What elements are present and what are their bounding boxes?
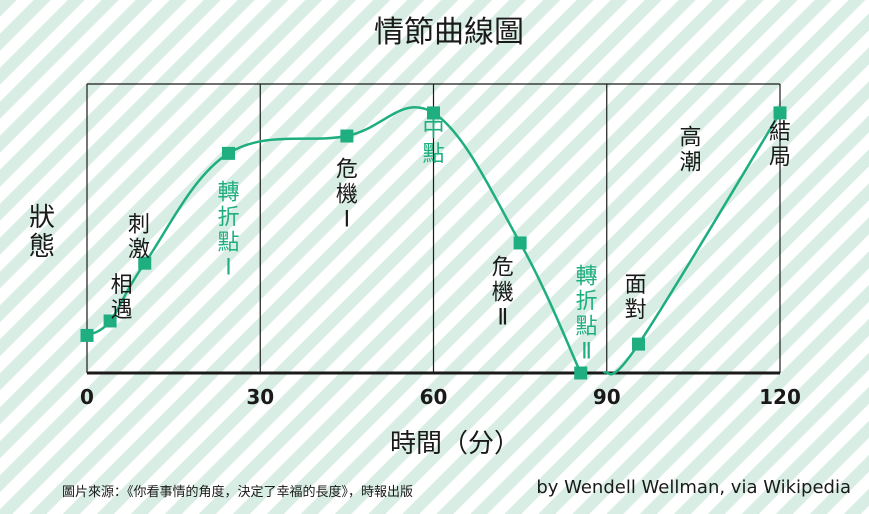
x-tick-label-90: 90 bbox=[593, 385, 621, 409]
data-point-marker bbox=[427, 106, 440, 120]
grid-lines bbox=[86, 84, 781, 373]
annotation-label: 面對 bbox=[625, 273, 647, 323]
annotation-char: 面 bbox=[625, 273, 647, 298]
data-point-marker bbox=[221, 146, 235, 160]
data-point-marker bbox=[574, 366, 588, 380]
annotation-char: 中 bbox=[422, 117, 444, 142]
y-axis-label-char: 狀 bbox=[29, 203, 55, 233]
data-point-marker bbox=[340, 129, 354, 143]
annotation-char: Ⅰ bbox=[225, 256, 232, 281]
annotation-label: 危機Ⅰ bbox=[336, 157, 358, 232]
x-tick-label-30: 30 bbox=[246, 385, 274, 409]
annotation-char: 折 bbox=[217, 206, 239, 231]
data-point-marker bbox=[632, 337, 646, 351]
annotation-char: 機 bbox=[492, 281, 514, 306]
annotation-char: 點 bbox=[576, 314, 598, 339]
image-credit: by Wendell Wellman, via Wikipedia bbox=[536, 477, 851, 498]
data-markers bbox=[80, 106, 787, 380]
annotation-label: 結局 bbox=[769, 120, 791, 170]
x-tick-label-60: 60 bbox=[420, 385, 448, 409]
annotation-char: 轉 bbox=[576, 264, 598, 289]
annotation-label: 高潮 bbox=[679, 126, 701, 176]
annotation-char: 點 bbox=[422, 142, 444, 167]
annotation-char: 對 bbox=[625, 298, 647, 323]
annotation-char: 高 bbox=[679, 126, 701, 151]
x-tick-label-0: 0 bbox=[80, 385, 94, 409]
annotation-char: 折 bbox=[576, 289, 598, 314]
annotation-char: 機 bbox=[336, 182, 358, 207]
image-source-note: 圖片來源：《你看事情的角度，決定了幸福的長度》，時報出版 bbox=[62, 485, 414, 500]
curve-segment-1 bbox=[86, 106, 582, 374]
annotation-char: Ⅱ bbox=[581, 339, 592, 364]
annotation-char: 危 bbox=[336, 157, 358, 182]
annotation-label: 中點 bbox=[422, 117, 444, 167]
annotation-char: 激 bbox=[128, 237, 150, 262]
annotation-char: 刺 bbox=[128, 212, 150, 237]
annotation-char: 轉 bbox=[217, 181, 239, 206]
data-point-marker bbox=[138, 256, 152, 270]
data-point-marker bbox=[80, 328, 94, 342]
curve-segment-2 bbox=[603, 112, 782, 376]
annotation-char: 潮 bbox=[679, 151, 701, 176]
y-axis-label: 狀態 bbox=[29, 203, 55, 262]
data-point-marker bbox=[103, 314, 117, 328]
annotation-char: 遇 bbox=[111, 298, 133, 323]
data-point-marker bbox=[513, 236, 527, 250]
x-tick-label-120: 120 bbox=[759, 385, 801, 409]
data-point-marker bbox=[773, 106, 787, 120]
annotation-char: Ⅰ bbox=[344, 207, 351, 232]
x-axis-label: 時間（分） bbox=[390, 429, 520, 459]
annotation-char: 危 bbox=[492, 256, 514, 281]
chart-title: 情節曲線圖 bbox=[374, 15, 524, 50]
annotation-char: 點 bbox=[217, 231, 239, 256]
annotation-char: 結 bbox=[769, 120, 791, 145]
x-axis-ticks: 0 30 60 90 120 bbox=[80, 385, 801, 409]
annotation-label: 相遇 bbox=[111, 273, 133, 323]
annotation-char: 相 bbox=[111, 273, 133, 298]
annotation-char: 局 bbox=[769, 145, 791, 170]
y-axis-label-char: 態 bbox=[29, 232, 55, 262]
annotation-label: 刺激 bbox=[128, 212, 150, 262]
annotation-char: Ⅱ bbox=[497, 306, 508, 331]
